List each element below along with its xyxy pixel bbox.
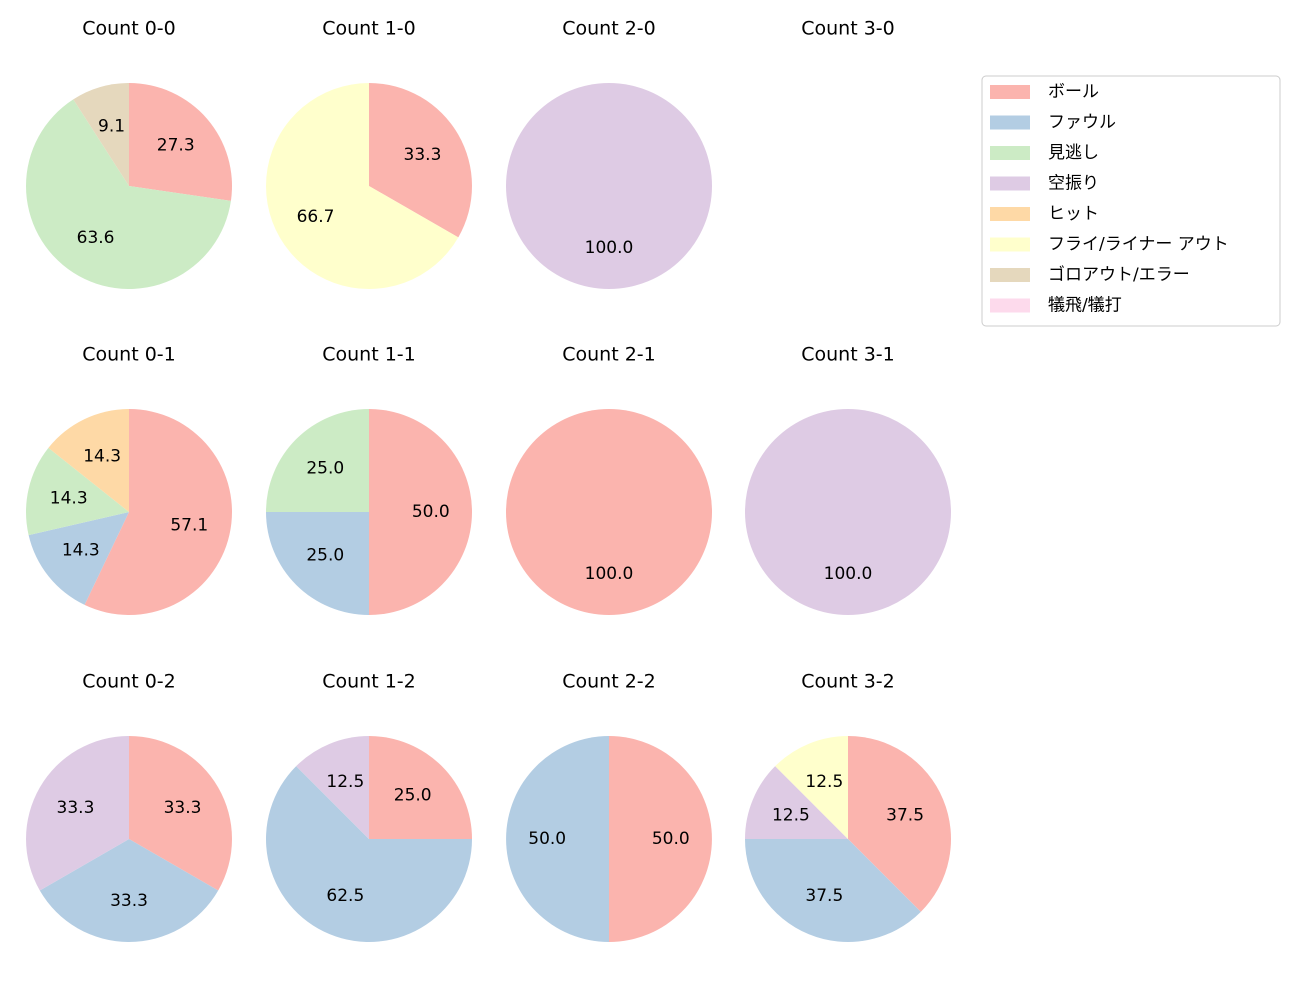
chart-title: Count 0-2 [82, 671, 176, 693]
slice-label: 66.7 [297, 207, 335, 227]
chart-title: Count 0-0 [82, 18, 176, 40]
legend-label: ゴロアウト/エラー [1048, 264, 1190, 285]
legend-swatch [990, 176, 1030, 191]
pie-slice [129, 83, 233, 201]
slice-label: 25.0 [394, 785, 432, 805]
slice-label: 14.3 [83, 446, 121, 466]
chart-title: Count 3-1 [801, 344, 895, 366]
pie-slice [848, 736, 951, 912]
slice-label: 25.0 [306, 546, 344, 566]
pie-slice [296, 736, 369, 839]
slice-label: 100.0 [824, 564, 873, 584]
pie-slice [266, 409, 369, 512]
pie-slice [775, 736, 848, 839]
legend-box [981, 75, 1281, 327]
pie-slice [26, 736, 130, 891]
pie-slice [745, 766, 848, 839]
slice-label: 33.3 [57, 798, 95, 818]
legend-label: 犠飛/犠打 [1048, 296, 1122, 316]
legend-swatch [990, 207, 1030, 221]
pie-slice [506, 83, 712, 289]
slice-label: 33.3 [164, 798, 202, 818]
slice-label: 50.0 [412, 502, 450, 522]
pie-slice [265, 766, 472, 943]
slice-label: 33.3 [110, 891, 148, 911]
pie-slice [609, 736, 712, 942]
pie-slice [129, 736, 232, 891]
legend-swatch [990, 237, 1030, 252]
chart-title: Count 2-0 [562, 18, 656, 40]
pie-slice [506, 736, 609, 942]
legend-swatch [990, 85, 1030, 99]
chart-title: Count 1-1 [322, 344, 416, 366]
chart-title: Count 2-2 [562, 671, 656, 693]
slice-label: 37.5 [886, 805, 924, 825]
legend-label: フライ/ライナー アウト [1048, 235, 1229, 255]
slice-label: 9.1 [98, 117, 125, 137]
slice-label: 33.3 [404, 145, 442, 165]
legend-label: ボール [1048, 82, 1099, 102]
chart-title: Count 3-2 [801, 671, 895, 693]
slice-label: 12.5 [772, 805, 810, 825]
chart-title: Count 1-2 [322, 671, 416, 693]
pie-slice [73, 83, 129, 186]
slice-label: 37.5 [805, 886, 843, 906]
slice-label: 50.0 [652, 829, 690, 849]
pie-slice [745, 839, 921, 942]
legend-swatch [990, 268, 1030, 282]
pie-slice [369, 736, 472, 839]
pie-slice [25, 447, 130, 536]
slice-label: 62.5 [326, 886, 364, 906]
pie-slice [28, 512, 129, 605]
pie-slice [506, 409, 712, 615]
chart-title: Count 2-1 [562, 344, 656, 366]
slice-label: 63.6 [77, 228, 115, 248]
slice-label: 57.1 [170, 516, 208, 536]
pie-slice [39, 839, 219, 942]
pie-slice [84, 409, 232, 615]
pie-slice [369, 409, 472, 615]
pie-slice [369, 83, 472, 238]
slice-label: 14.3 [50, 488, 88, 508]
legend-label: ヒット [1048, 204, 1099, 224]
slice-label: 100.0 [585, 238, 634, 258]
chart-title: Count 0-1 [82, 344, 176, 366]
chart-title: Count 3-0 [801, 18, 895, 40]
slice-label: 27.3 [157, 136, 195, 156]
pie-slice [745, 409, 951, 615]
pie-slice [266, 512, 369, 615]
pie-slice [26, 99, 231, 289]
slice-label: 25.0 [306, 458, 344, 478]
legend-swatch [990, 298, 1030, 313]
slice-label: 100.0 [585, 564, 634, 584]
chart-title: Count 1-0 [322, 18, 416, 40]
slice-label: 12.5 [805, 772, 843, 792]
legend-label: 空振り [1048, 174, 1099, 194]
slice-label: 14.3 [62, 541, 100, 561]
legend-swatch [990, 115, 1030, 130]
legend-label: 見逃し [1048, 143, 1099, 163]
slice-label: 50.0 [528, 829, 566, 849]
legend-label: ファウル [1048, 113, 1116, 133]
pie-slice [266, 83, 459, 290]
slice-label: 12.5 [326, 772, 364, 792]
legend-swatch [990, 146, 1030, 160]
pie-slice [48, 409, 130, 512]
